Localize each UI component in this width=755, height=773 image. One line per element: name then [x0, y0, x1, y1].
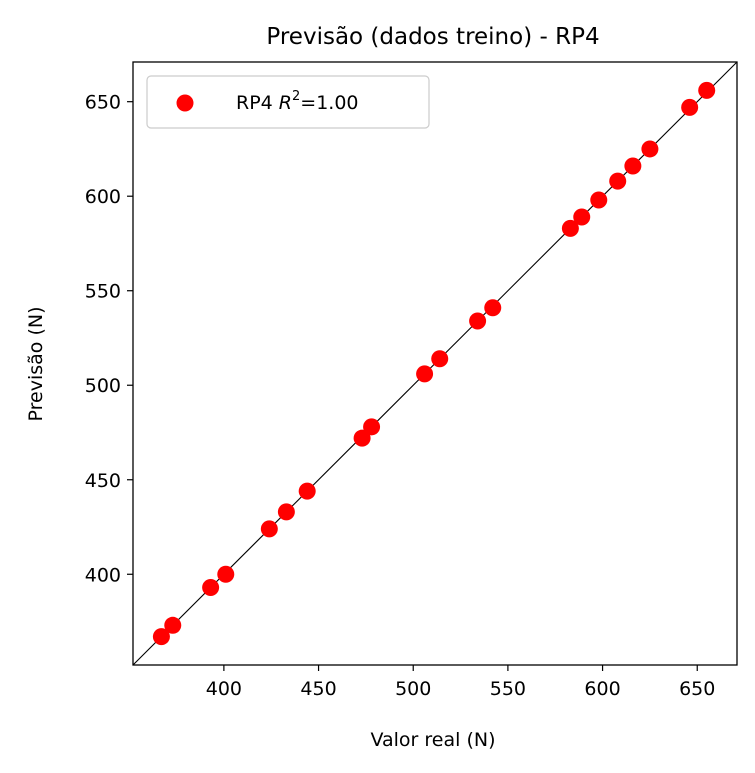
data-point	[298, 482, 316, 500]
data-point	[624, 157, 642, 175]
x-tick-label: 600	[584, 678, 620, 700]
data-point	[363, 418, 381, 436]
y-tick-label: 600	[85, 186, 121, 208]
data-point	[260, 520, 278, 538]
y-tick-label: 500	[85, 375, 121, 397]
legend-label-italic: R	[279, 92, 292, 114]
chart-title: Previsão (dados treino) - RP4	[266, 24, 599, 50]
data-point	[416, 365, 434, 383]
data-point	[590, 191, 608, 209]
legend-box	[146, 75, 430, 129]
x-tick-label: 650	[679, 678, 715, 700]
y-tick-label: 400	[85, 564, 121, 586]
x-tick-label: 500	[395, 678, 431, 700]
data-point	[561, 219, 579, 237]
data-point	[573, 208, 591, 226]
plot-area	[132, 61, 738, 666]
x-axis-ticks: 400 450 500 550 600 650	[206, 665, 715, 700]
y-axis-label: Previsão (N)	[25, 307, 47, 422]
y-tick-label: 650	[85, 92, 121, 114]
data-point	[641, 140, 659, 158]
data-point	[609, 172, 627, 190]
data-points	[152, 81, 716, 646]
legend-marker	[176, 94, 194, 112]
y-tick-label: 450	[85, 470, 121, 492]
legend-label-superscript: 2	[292, 89, 300, 104]
y-axis-ticks: 400 450 500 550 600 650	[85, 92, 133, 586]
legend: RP4 R2=1.00	[146, 75, 430, 129]
y-tick-label: 550	[85, 281, 121, 303]
data-point	[353, 429, 371, 447]
data-point	[469, 312, 487, 330]
x-axis-label: Valor real (N)	[370, 729, 495, 751]
data-point	[164, 616, 182, 634]
legend-label: RP4 R2=1.00	[236, 89, 359, 114]
data-point	[431, 350, 449, 368]
data-point	[681, 98, 699, 116]
legend-label-suffix: =1.00	[300, 92, 358, 114]
x-tick-label: 450	[300, 678, 336, 700]
data-point	[698, 81, 716, 99]
data-point	[277, 503, 295, 521]
legend-label-prefix: RP4	[236, 92, 279, 114]
data-point	[217, 565, 235, 583]
x-tick-label: 400	[206, 678, 242, 700]
x-tick-label: 550	[490, 678, 526, 700]
data-point	[152, 628, 170, 646]
data-point	[202, 578, 220, 596]
data-point	[484, 299, 502, 317]
